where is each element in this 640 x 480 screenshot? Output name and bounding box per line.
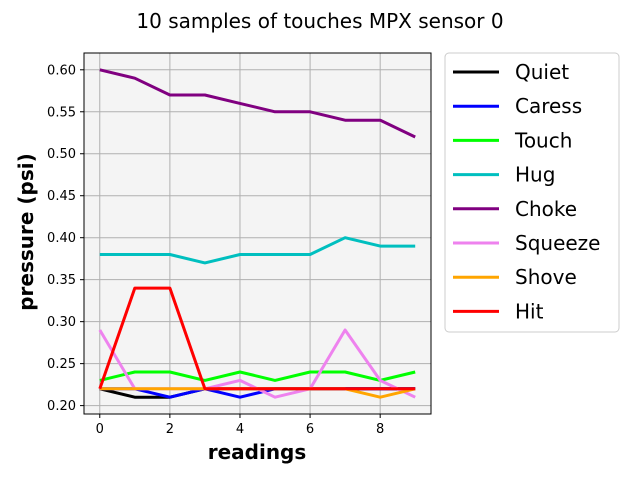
plot-frame [83, 52, 432, 415]
legend-label-caress: Caress [515, 94, 582, 118]
legend-label-choke: Choke [515, 197, 577, 221]
y-tick-label: 0.20 [47, 399, 76, 414]
legend-label-touch: Touch [514, 128, 572, 152]
y-tick-label: 0.30 [47, 315, 76, 330]
y-tick-label: 0.60 [47, 63, 76, 78]
legend-box [444, 52, 620, 333]
x-tick-label: 0 [96, 422, 104, 437]
y-tick-label: 0.35 [47, 273, 76, 288]
x-tick-label: 4 [236, 422, 244, 437]
y-axis-label: pressure (psi) [14, 153, 38, 311]
legend-label-quiet: Quiet [515, 60, 569, 84]
series-line-choke [99, 68, 416, 139]
chart-title: 10 samples of touches MPX sensor 0 [136, 9, 503, 33]
x-tick-label: 6 [306, 422, 314, 437]
legend-label-hit: Hit [515, 299, 544, 323]
x-axis-ticks: 0 2 4 6 8 [96, 414, 384, 437]
series-line-hug [99, 236, 416, 265]
x-tick-label: 8 [376, 422, 384, 437]
y-tick-label: 0.25 [47, 357, 76, 372]
y-tick-label: 0.40 [47, 231, 76, 246]
legend-label-hug: Hug [515, 163, 555, 187]
plot-area [84, 53, 431, 414]
y-tick-label: 0.45 [47, 189, 76, 204]
y-tick-label: 0.55 [47, 105, 76, 120]
legend-label-squeeze: Squeeze [515, 231, 600, 255]
series-lines [98, 68, 416, 399]
series-line-touch [99, 370, 416, 382]
legend-label-shove: Shove [515, 265, 577, 289]
grid [84, 53, 431, 414]
series-line-hit [98, 286, 416, 391]
x-axis-label: readings [208, 440, 307, 464]
y-axis-ticks: 0.20 0.25 0.30 0.35 0.40 0.45 0.50 0.55 0.60 [47, 63, 84, 414]
legend: Quiet Caress Touch Hug Choke Squeeze Shove Hit [444, 52, 620, 333]
y-tick-label: 0.50 [47, 147, 76, 162]
x-tick-label: 2 [166, 422, 174, 437]
